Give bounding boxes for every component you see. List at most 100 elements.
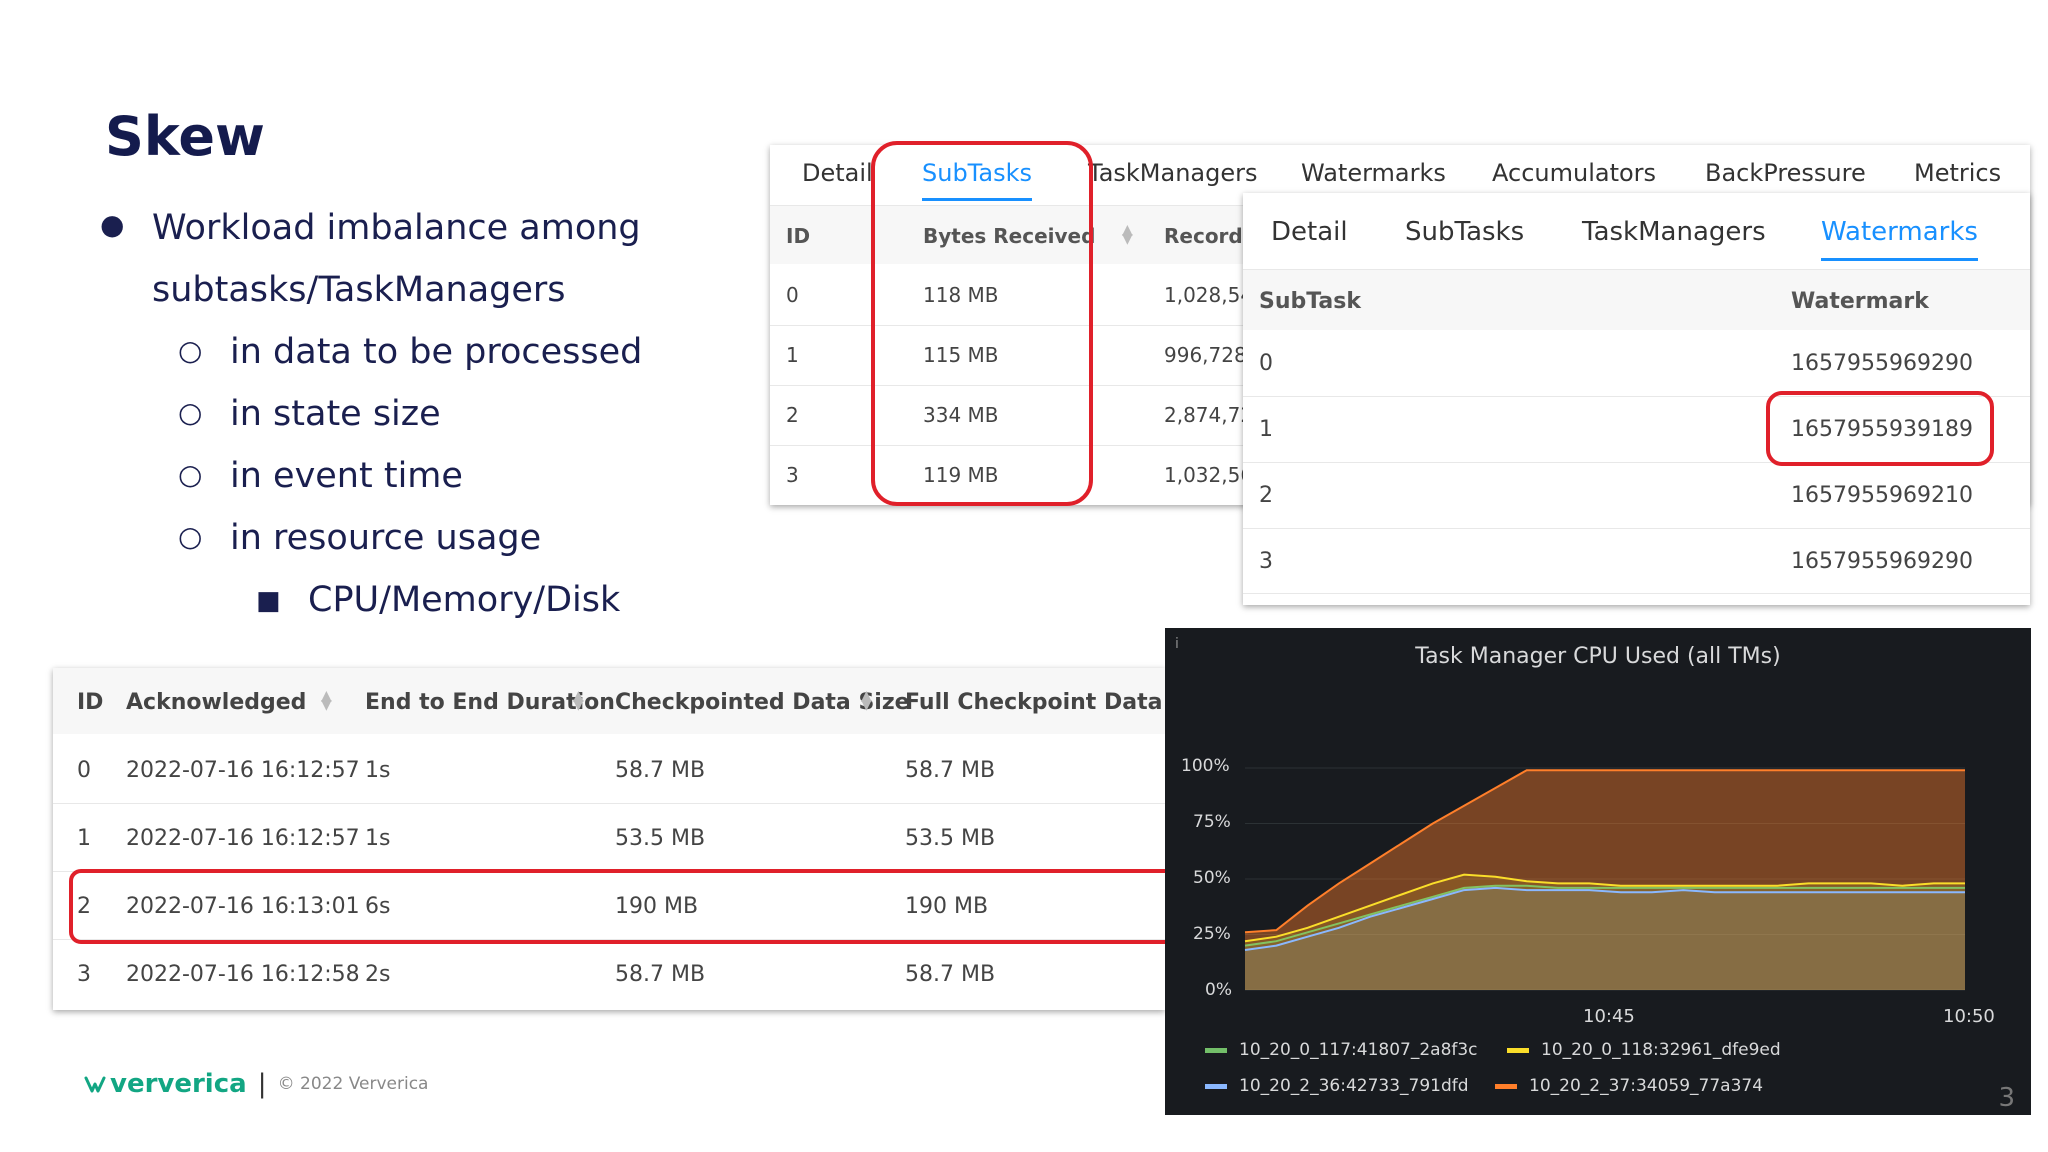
cell-bytes: 119 MB xyxy=(923,463,999,487)
cell-id: 1 xyxy=(77,826,91,851)
checkpoints-panel: ID Acknowledged ▲ ▼ End to End Duration ▲… xyxy=(53,668,1165,1010)
sort-icon[interactable]: ▲ ▼ xyxy=(861,688,872,713)
slide-title: Skew xyxy=(105,105,265,168)
column-header-watermark[interactable]: Watermark xyxy=(1791,289,1929,314)
legend-label: 10_20_0_117:41807_2a8f3c xyxy=(1239,1040,1478,1060)
tab-watermarks[interactable]: Watermarks xyxy=(1821,217,1978,261)
bullet-text: in event time xyxy=(230,456,463,496)
column-header-id[interactable]: ID xyxy=(786,224,811,248)
bullet-text: subtasks/TaskManagers xyxy=(152,270,566,310)
column-header-records[interactable]: Records xyxy=(1164,224,1255,248)
cell-size: 190 MB xyxy=(615,894,699,919)
y-tick: 25% xyxy=(1193,924,1231,944)
column-header-full-size[interactable]: Full Checkpoint Data Size xyxy=(905,690,1165,715)
x-tick: 10:50 xyxy=(1943,1006,1995,1027)
series-area xyxy=(1245,885,1965,990)
legend-label: 10_20_0_118:32961_dfe9ed xyxy=(1541,1040,1781,1060)
cell-duration: 2s xyxy=(365,962,391,987)
column-header-bytes-received[interactable]: Bytes Received xyxy=(923,224,1096,248)
series-line xyxy=(1244,873,1965,943)
tab-subtasks[interactable]: SubTasks xyxy=(922,159,1032,201)
cell-id: 1 xyxy=(786,343,799,367)
legend-label: 10_20_2_37:34059_77a374 xyxy=(1529,1076,1764,1096)
sort-icon[interactable]: ▲ ▼ xyxy=(1122,222,1133,247)
cell-subtask: 0 xyxy=(1259,351,1273,376)
series-area xyxy=(1245,770,1965,990)
column-header-subtask[interactable]: SubTask xyxy=(1259,289,1361,314)
series-area xyxy=(1245,874,1965,990)
cell-size: 58.7 MB xyxy=(615,758,706,783)
tab-backpressure[interactable]: BackPressure xyxy=(1705,159,1866,187)
bullet-text: CPU/Memory/Disk xyxy=(308,580,621,620)
bullet-marker: ○ xyxy=(178,396,203,429)
legend-item[interactable]: 10_20_2_36:42733_791dfd xyxy=(1205,1076,1469,1096)
cell-records: 1,032,56 xyxy=(1164,463,1254,487)
cell-records: 2,874,72 xyxy=(1164,403,1254,427)
column-header-checkpointed-size[interactable]: Checkpointed Data Size xyxy=(615,690,910,715)
cell-acknowledged: 2022-07-16 16:12:57 xyxy=(126,758,360,783)
cell-full-size: 190 MB xyxy=(905,894,989,919)
cpu-area-chart xyxy=(1244,767,1965,991)
column-header-id[interactable]: ID xyxy=(77,690,104,715)
cell-full-size: 58.7 MB xyxy=(905,962,996,987)
cell-watermark: 1657955969290 xyxy=(1791,351,1973,376)
tab-detail[interactable]: Detail xyxy=(1271,217,1348,247)
bullet-marker: ● xyxy=(100,208,125,241)
highlight-checkpoint-row xyxy=(69,869,1179,944)
cell-size: 53.5 MB xyxy=(615,826,706,851)
bullet-marker: ○ xyxy=(178,520,203,553)
table-header: ID Acknowledged ▲ ▼ End to End Duration ▲… xyxy=(53,668,1165,734)
tab-accumulators[interactable]: Accumulators xyxy=(1492,159,1657,187)
y-tick: 0% xyxy=(1205,980,1232,1000)
cell-id: 0 xyxy=(77,758,91,783)
ververica-logo-icon xyxy=(84,1073,106,1095)
legend-item[interactable]: 10_20_0_118:32961_dfe9ed xyxy=(1507,1040,1781,1060)
tab-taskmanagers[interactable]: TaskManagers xyxy=(1582,217,1766,247)
info-icon[interactable]: i xyxy=(1175,636,1179,652)
cell-watermark: 1657955969290 xyxy=(1791,549,1973,574)
series-line xyxy=(1244,886,1965,951)
tab-watermarks[interactable]: Watermarks xyxy=(1301,159,1446,187)
legend-label: 10_20_2_36:42733_791dfd xyxy=(1239,1076,1469,1096)
cell-full-size: 58.7 MB xyxy=(905,758,996,783)
highlight-watermark xyxy=(1766,391,1994,466)
cell-records: 996,728 xyxy=(1164,343,1247,367)
cell-id: 0 xyxy=(786,283,799,307)
legend-swatch xyxy=(1205,1047,1227,1053)
bullet-marker: ○ xyxy=(178,334,203,367)
series-area xyxy=(1245,887,1965,990)
legend-item[interactable]: 10_20_2_37:34059_77a374 xyxy=(1495,1076,1763,1096)
footer: ververica | © 2022 Ververica xyxy=(84,1069,428,1099)
legend-swatch xyxy=(1495,1083,1517,1089)
cell-id: 3 xyxy=(77,962,91,987)
copyright: © 2022 Ververica xyxy=(277,1074,429,1094)
tab-subtasks[interactable]: SubTasks xyxy=(1405,217,1525,247)
sort-icon[interactable]: ▲ ▼ xyxy=(573,688,584,713)
cpu-chart-panel: i Task Manager CPU Used (all TMs) 100% 7… xyxy=(1165,628,2031,1115)
cell-duration: 6s xyxy=(365,894,391,919)
cell-size: 58.7 MB xyxy=(615,962,706,987)
watermarks-panel: Detail SubTasks TaskManagers Watermarks … xyxy=(1243,193,2030,605)
bullet-marker: ■ xyxy=(256,586,281,616)
bullet-text: in data to be processed xyxy=(230,332,643,372)
sort-icon[interactable]: ▲ ▼ xyxy=(321,688,332,713)
tab-metrics[interactable]: Metrics xyxy=(1914,159,2002,187)
column-header-acknowledged[interactable]: Acknowledged xyxy=(126,690,307,715)
page-number: 3 xyxy=(1998,1083,2015,1113)
highlight-bytes-received xyxy=(871,141,1093,506)
cell-acknowledged: 2022-07-16 16:12:57 xyxy=(126,826,360,851)
cell-watermark: 1657955969210 xyxy=(1791,483,1973,508)
cell-duration: 1s xyxy=(365,826,391,851)
cell-bytes: 115 MB xyxy=(923,343,999,367)
tab-taskmanagers[interactable]: TaskManagers xyxy=(1088,159,1258,187)
tab-detail[interactable]: Detail xyxy=(802,159,873,187)
column-header-duration[interactable]: End to End Duration xyxy=(365,690,615,715)
y-tick: 75% xyxy=(1193,812,1231,832)
bullet-text: in state size xyxy=(230,394,441,434)
y-tick: 50% xyxy=(1193,868,1231,888)
cell-acknowledged: 2022-07-16 16:12:58 xyxy=(126,962,360,987)
series-line xyxy=(1244,884,1965,947)
cell-id: 3 xyxy=(786,463,799,487)
legend-item[interactable]: 10_20_0_117:41807_2a8f3c xyxy=(1205,1040,1478,1060)
cell-acknowledged: 2022-07-16 16:13:01 xyxy=(126,894,360,919)
